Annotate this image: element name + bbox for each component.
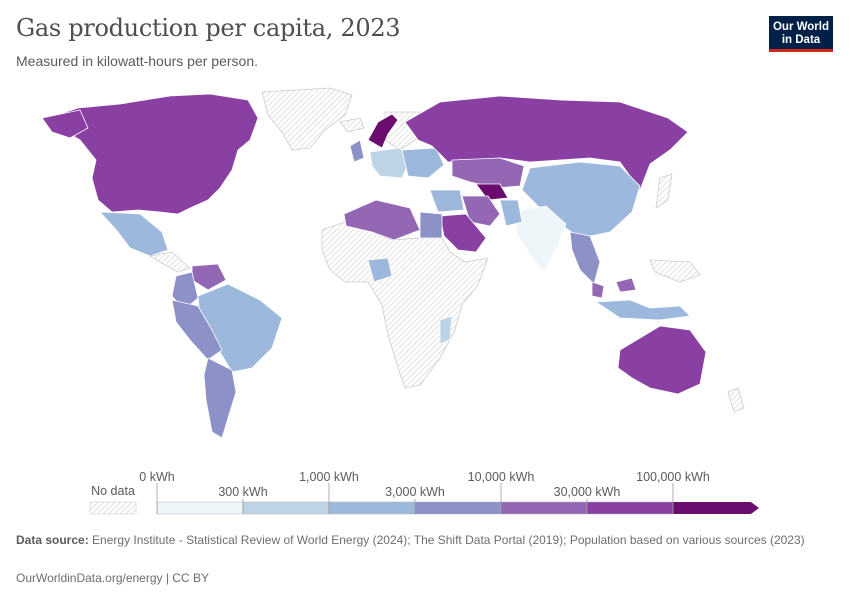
thailand-myanmar-region[interactable] xyxy=(569,231,601,285)
chart-subtitle: Measured in kilowatt-hours per person. xyxy=(16,53,259,69)
legend-bin-0[interactable] xyxy=(156,501,244,515)
canada-usa-region[interactable] xyxy=(47,93,259,215)
china-region[interactable] xyxy=(521,161,641,239)
footer-link[interactable]: OurWorldinData.org/energy | CC BY xyxy=(16,571,209,585)
legend-lower-label-5: 30,000 kWh xyxy=(554,485,621,499)
turkmenistan-region[interactable] xyxy=(475,183,509,201)
legend-upper-label-0: 0 kWh xyxy=(139,470,174,484)
legend-bin-2[interactable] xyxy=(328,501,416,515)
legend-upper-label-2: 1,000 kWh xyxy=(299,470,359,484)
australia-region[interactable] xyxy=(617,325,707,395)
egypt-region[interactable] xyxy=(419,211,443,239)
legend-bin-1[interactable] xyxy=(242,501,330,515)
new-zealand-region[interactable] xyxy=(727,387,745,413)
central-america-region[interactable] xyxy=(149,251,191,273)
chart-title: Gas production per capita, 2023 xyxy=(16,14,401,42)
eastern-europe-region[interactable] xyxy=(401,147,445,179)
logo-line-1: Our World xyxy=(772,21,829,33)
legend-lower-label-1: 300 kWh xyxy=(218,485,267,499)
legend-bin-6[interactable] xyxy=(673,502,759,514)
indonesia-region[interactable] xyxy=(595,299,691,321)
legend-lower-label-3: 3,000 kWh xyxy=(385,485,445,499)
source-label: Data source: xyxy=(16,533,89,547)
algeria-libya-region[interactable] xyxy=(343,199,421,241)
owid-logo[interactable]: Our World in Data xyxy=(769,16,833,52)
legend: No data 0 kWh 300 kWh 1,000 kWh 3,000 kWh 10… xyxy=(89,470,759,515)
kazakhstan-region[interactable] xyxy=(451,157,525,189)
mexico-region[interactable] xyxy=(99,211,169,257)
legend-upper-label-6: 100,000 kWh xyxy=(636,470,710,484)
legend-bin-4[interactable] xyxy=(500,501,588,515)
world-map[interactable] xyxy=(0,86,850,456)
legend-upper-label-4: 10,000 kWh xyxy=(468,470,535,484)
logo-line-2: in Data xyxy=(781,34,821,46)
malaysia-region[interactable] xyxy=(591,277,637,299)
saudi-arabia-region[interactable] xyxy=(439,213,487,253)
greenland-region[interactable] xyxy=(261,87,353,151)
venezuela-region[interactable] xyxy=(191,263,227,291)
western-europe-region[interactable] xyxy=(369,147,411,179)
source-text: Energy Institute - Statistical Review of… xyxy=(92,533,805,547)
no-data-swatch xyxy=(89,501,137,515)
alaska-region[interactable] xyxy=(41,109,89,139)
legend-bin-5[interactable] xyxy=(586,501,674,515)
pakistan-region[interactable] xyxy=(499,199,523,227)
peru-bolivia-region[interactable] xyxy=(171,299,223,361)
data-source: Data source: Energy Institute - Statisti… xyxy=(16,533,826,548)
mozambique-region[interactable] xyxy=(439,315,453,345)
india-region[interactable] xyxy=(511,205,567,273)
legend-bin-3[interactable] xyxy=(414,501,502,515)
africa-no-data-region[interactable] xyxy=(321,221,489,389)
nigeria-region[interactable] xyxy=(367,257,393,283)
japan-region[interactable] xyxy=(655,173,673,209)
argentina-region[interactable] xyxy=(203,357,237,439)
no-data-label: No data xyxy=(91,484,135,498)
turkey-iraq-region[interactable] xyxy=(429,189,465,213)
norway-region[interactable] xyxy=(367,113,399,149)
uk-region[interactable] xyxy=(349,139,365,163)
